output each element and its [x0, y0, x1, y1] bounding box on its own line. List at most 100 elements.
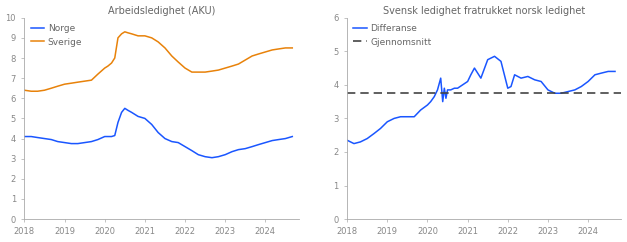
Title: Arbeidsledighet (AKU): Arbeidsledighet (AKU): [108, 6, 215, 15]
Differanse: [477, 77, 485, 80]
Differanse: [404, 115, 411, 118]
Norge: [108, 135, 115, 138]
Sverige: [94, 73, 102, 76]
Differanse: [417, 109, 424, 112]
Line: Sverige: Sverige: [24, 32, 292, 91]
Sverige: [141, 34, 149, 37]
Norge: [268, 139, 276, 142]
Differanse: [504, 87, 512, 90]
Norge: [74, 142, 82, 145]
Sverige: [124, 31, 132, 34]
Sverige: [104, 65, 112, 68]
Norge: [41, 137, 48, 140]
Differanse: [584, 80, 592, 83]
Differanse: [604, 70, 612, 73]
Sverige: [288, 46, 296, 49]
Norge: [194, 153, 202, 156]
Norge: [261, 141, 269, 144]
Norge: [88, 140, 95, 143]
Differanse: [439, 100, 446, 103]
Norge: [241, 147, 249, 150]
Differanse: [517, 77, 525, 80]
Sverige: [34, 90, 41, 93]
Sverige: [268, 48, 276, 51]
Norge: [221, 153, 229, 156]
Norge: [208, 156, 216, 159]
Differanse: [577, 85, 585, 88]
Sverige: [54, 85, 61, 88]
Differanse: [467, 73, 475, 76]
Differanse: [377, 127, 384, 130]
Norge: [54, 140, 61, 143]
Differanse: [591, 73, 599, 76]
Differanse: [531, 78, 539, 81]
Norge: [104, 135, 112, 138]
Sverige: [81, 80, 88, 83]
Sverige: [168, 54, 176, 57]
Differanse: [427, 100, 435, 103]
Differanse: [454, 87, 461, 90]
Sverige: [194, 71, 202, 74]
Differanse: [451, 87, 458, 90]
Differanse: [524, 75, 532, 78]
Differanse: [397, 115, 404, 118]
Differanse: [431, 95, 438, 98]
Differanse: [598, 72, 605, 75]
Sverige: [108, 61, 115, 64]
Sverige: [208, 70, 216, 73]
Differanse: [564, 90, 572, 93]
Sverige: [261, 51, 269, 53]
Norge: [124, 109, 132, 112]
Sverige: [111, 57, 119, 60]
Norge: [181, 145, 189, 148]
Differanse: [384, 120, 391, 123]
Norge: [288, 135, 296, 138]
Sverige: [228, 65, 236, 68]
Sverige: [121, 30, 129, 33]
Norge: [214, 155, 222, 158]
Differanse: [350, 142, 358, 145]
Sverige: [161, 46, 169, 49]
Norge: [161, 137, 169, 140]
Norge: [94, 138, 102, 141]
Sverige: [118, 32, 125, 35]
Sverige: [88, 79, 95, 82]
Norge: [248, 145, 256, 148]
Norge: [131, 113, 139, 116]
Norge: [61, 141, 68, 144]
Norge: [114, 121, 122, 124]
Sverige: [131, 33, 139, 36]
Differanse: [511, 73, 519, 76]
Norge: [255, 143, 262, 146]
Norge: [48, 138, 55, 141]
Norge: [201, 155, 209, 158]
Differanse: [391, 117, 398, 120]
Line: Norge: Norge: [24, 108, 292, 158]
Sverige: [241, 59, 249, 61]
Differanse: [551, 92, 559, 95]
Norge: [154, 131, 162, 134]
Sverige: [282, 46, 289, 49]
Differanse: [434, 88, 441, 91]
Sverige: [214, 69, 222, 72]
Sverige: [61, 83, 68, 86]
Title: Svensk ledighet fratrukket norsk ledighet: Svensk ledighet fratrukket norsk ledighe…: [383, 6, 586, 15]
Differanse: [611, 70, 619, 73]
Sverige: [174, 60, 182, 63]
Sverige: [128, 32, 135, 35]
Norge: [174, 141, 182, 144]
Norge: [234, 148, 242, 151]
Differanse: [557, 92, 565, 95]
Sverige: [28, 90, 35, 93]
Sverige: [221, 67, 229, 69]
Sverige: [114, 36, 122, 39]
Differanse: [357, 140, 364, 143]
Differanse: [491, 55, 498, 58]
Legend: Norge, Sverige: Norge, Sverige: [29, 22, 84, 48]
Sverige: [41, 89, 48, 92]
Differanse: [507, 85, 515, 88]
Norge: [101, 135, 108, 138]
Sverige: [101, 67, 108, 69]
Differanse: [484, 58, 492, 61]
Sverige: [275, 47, 282, 50]
